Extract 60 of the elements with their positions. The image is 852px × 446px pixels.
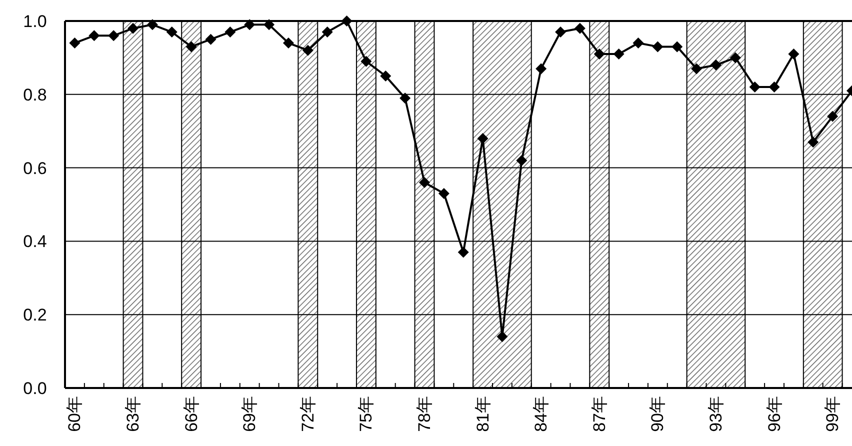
point bbox=[496, 331, 508, 342]
y-tick-label: 0.4 bbox=[23, 232, 47, 252]
point bbox=[691, 63, 702, 74]
x-tick-label: 63年 bbox=[124, 396, 143, 432]
point bbox=[613, 48, 624, 60]
x-tick-label: 75年 bbox=[356, 396, 376, 432]
point bbox=[516, 154, 528, 166]
x-tick-label: 84年 bbox=[532, 396, 551, 432]
point bbox=[322, 26, 333, 38]
point bbox=[730, 52, 741, 64]
x-tick-label: 72年 bbox=[298, 396, 318, 432]
x-tick-label: 78年 bbox=[414, 396, 434, 432]
point bbox=[88, 30, 100, 42]
x-tick-label: 99年 bbox=[823, 396, 842, 432]
point bbox=[749, 82, 760, 93]
point bbox=[574, 22, 586, 34]
y-tick-label: 0.0 bbox=[23, 379, 47, 398]
y-tick-label: 0.8 bbox=[23, 85, 47, 104]
point bbox=[380, 70, 392, 82]
x-tick-label: 87年 bbox=[590, 396, 609, 432]
point bbox=[146, 19, 158, 30]
point bbox=[282, 38, 294, 49]
y-tick-label: 0.2 bbox=[23, 306, 47, 325]
point bbox=[477, 132, 488, 144]
y-tick-label: 0.6 bbox=[23, 158, 47, 178]
x-tick-label: 93年 bbox=[706, 396, 726, 432]
point bbox=[69, 38, 80, 49]
point bbox=[827, 110, 838, 122]
point bbox=[555, 26, 566, 38]
point bbox=[244, 19, 256, 30]
point bbox=[302, 44, 314, 56]
y-tick-label: 1.0 bbox=[23, 12, 47, 31]
point bbox=[458, 246, 469, 258]
point bbox=[418, 176, 430, 188]
point bbox=[632, 38, 644, 49]
point bbox=[400, 92, 411, 104]
point bbox=[788, 48, 800, 60]
x-tick-label: 90年 bbox=[648, 396, 668, 432]
x-tick-label: 60年 bbox=[65, 396, 84, 432]
point bbox=[166, 26, 178, 38]
point bbox=[768, 82, 780, 93]
point bbox=[652, 41, 664, 52]
point bbox=[341, 16, 352, 26]
x-tick-label: 96年 bbox=[764, 396, 784, 432]
point bbox=[594, 48, 605, 60]
x-tick-label: 69年 bbox=[240, 396, 260, 432]
point bbox=[360, 56, 372, 67]
point bbox=[438, 188, 450, 199]
point bbox=[108, 30, 120, 42]
point bbox=[224, 26, 236, 38]
x-tick-label: 81年 bbox=[473, 396, 492, 432]
point bbox=[128, 22, 139, 34]
point bbox=[205, 34, 216, 45]
point bbox=[672, 41, 683, 52]
point bbox=[808, 136, 819, 148]
point bbox=[710, 60, 722, 71]
point bbox=[536, 63, 547, 74]
x-tick-label: 66年 bbox=[182, 396, 201, 432]
point bbox=[264, 19, 275, 30]
point bbox=[186, 41, 197, 52]
